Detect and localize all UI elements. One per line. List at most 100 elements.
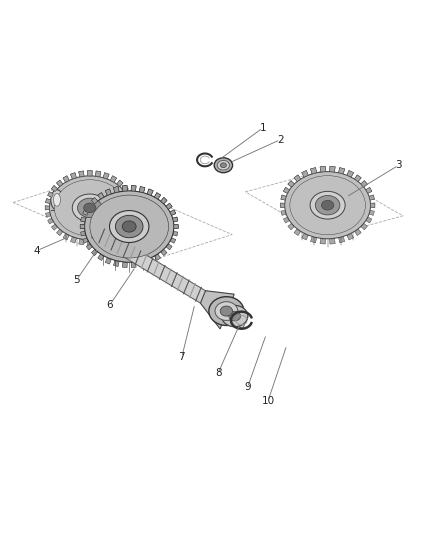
Ellipse shape bbox=[209, 297, 244, 326]
Polygon shape bbox=[371, 203, 375, 207]
Text: 5: 5 bbox=[73, 275, 80, 285]
Polygon shape bbox=[81, 217, 86, 222]
Polygon shape bbox=[122, 224, 128, 230]
Polygon shape bbox=[339, 237, 345, 243]
Polygon shape bbox=[288, 181, 294, 187]
Text: 10: 10 bbox=[261, 396, 275, 406]
Polygon shape bbox=[71, 173, 76, 179]
Polygon shape bbox=[354, 229, 361, 236]
Ellipse shape bbox=[290, 176, 365, 235]
Polygon shape bbox=[122, 185, 127, 191]
Ellipse shape bbox=[85, 191, 174, 262]
Polygon shape bbox=[51, 185, 57, 191]
Polygon shape bbox=[330, 238, 335, 244]
Polygon shape bbox=[48, 192, 53, 197]
Polygon shape bbox=[174, 224, 178, 229]
Ellipse shape bbox=[122, 221, 136, 232]
Polygon shape bbox=[154, 254, 161, 261]
Polygon shape bbox=[320, 166, 325, 172]
Polygon shape bbox=[283, 188, 290, 193]
Ellipse shape bbox=[220, 163, 226, 168]
Polygon shape bbox=[87, 171, 92, 176]
Ellipse shape bbox=[115, 215, 143, 238]
Polygon shape bbox=[81, 217, 86, 222]
Polygon shape bbox=[320, 238, 325, 244]
Polygon shape bbox=[79, 239, 84, 245]
Text: 8: 8 bbox=[215, 368, 222, 378]
Polygon shape bbox=[170, 210, 176, 215]
Ellipse shape bbox=[215, 302, 238, 320]
Polygon shape bbox=[147, 189, 153, 196]
Polygon shape bbox=[71, 237, 76, 243]
Polygon shape bbox=[339, 167, 345, 174]
Ellipse shape bbox=[315, 196, 340, 215]
Polygon shape bbox=[105, 257, 111, 264]
Polygon shape bbox=[288, 223, 294, 230]
Polygon shape bbox=[288, 181, 294, 187]
Polygon shape bbox=[63, 176, 69, 182]
Text: 1: 1 bbox=[259, 123, 266, 133]
Polygon shape bbox=[92, 225, 248, 329]
Polygon shape bbox=[83, 238, 88, 243]
Polygon shape bbox=[110, 176, 117, 182]
Polygon shape bbox=[122, 262, 127, 268]
Polygon shape bbox=[83, 210, 88, 215]
Text: 9: 9 bbox=[244, 383, 251, 392]
Polygon shape bbox=[95, 171, 101, 177]
Polygon shape bbox=[154, 192, 161, 199]
Polygon shape bbox=[92, 197, 98, 204]
Polygon shape bbox=[161, 249, 167, 256]
Polygon shape bbox=[46, 212, 51, 217]
Polygon shape bbox=[103, 173, 109, 179]
Ellipse shape bbox=[220, 306, 233, 316]
Polygon shape bbox=[281, 211, 286, 215]
Polygon shape bbox=[129, 199, 134, 204]
Polygon shape bbox=[95, 171, 101, 177]
Polygon shape bbox=[126, 192, 132, 197]
Polygon shape bbox=[117, 180, 123, 187]
Polygon shape bbox=[281, 195, 286, 200]
Polygon shape bbox=[105, 189, 111, 196]
Polygon shape bbox=[80, 224, 85, 229]
Ellipse shape bbox=[72, 194, 107, 222]
Polygon shape bbox=[347, 171, 353, 177]
Polygon shape bbox=[280, 203, 285, 207]
Polygon shape bbox=[154, 192, 161, 199]
Polygon shape bbox=[330, 166, 335, 172]
Polygon shape bbox=[80, 224, 85, 229]
Polygon shape bbox=[281, 195, 286, 200]
Polygon shape bbox=[129, 212, 134, 217]
Polygon shape bbox=[139, 187, 145, 193]
Polygon shape bbox=[361, 181, 367, 187]
Polygon shape bbox=[83, 210, 88, 215]
Polygon shape bbox=[173, 217, 178, 222]
Polygon shape bbox=[130, 206, 134, 210]
Polygon shape bbox=[126, 219, 132, 224]
Polygon shape bbox=[131, 185, 136, 191]
Text: 7: 7 bbox=[178, 352, 185, 362]
Polygon shape bbox=[79, 171, 84, 177]
Polygon shape bbox=[122, 185, 127, 191]
Polygon shape bbox=[110, 233, 117, 240]
Polygon shape bbox=[110, 176, 117, 182]
Polygon shape bbox=[103, 173, 109, 179]
Polygon shape bbox=[302, 171, 308, 177]
Polygon shape bbox=[86, 244, 92, 250]
Polygon shape bbox=[320, 166, 325, 172]
Polygon shape bbox=[98, 192, 104, 199]
Polygon shape bbox=[95, 239, 101, 245]
Polygon shape bbox=[48, 219, 53, 224]
Ellipse shape bbox=[285, 172, 371, 239]
Ellipse shape bbox=[110, 211, 149, 243]
Polygon shape bbox=[79, 171, 84, 177]
Polygon shape bbox=[45, 206, 49, 210]
Polygon shape bbox=[81, 231, 86, 236]
Ellipse shape bbox=[54, 180, 125, 236]
Ellipse shape bbox=[90, 195, 169, 258]
Polygon shape bbox=[294, 175, 301, 182]
Polygon shape bbox=[105, 189, 111, 196]
Polygon shape bbox=[139, 187, 145, 193]
Polygon shape bbox=[369, 211, 374, 215]
Polygon shape bbox=[122, 185, 128, 191]
Ellipse shape bbox=[214, 158, 233, 173]
